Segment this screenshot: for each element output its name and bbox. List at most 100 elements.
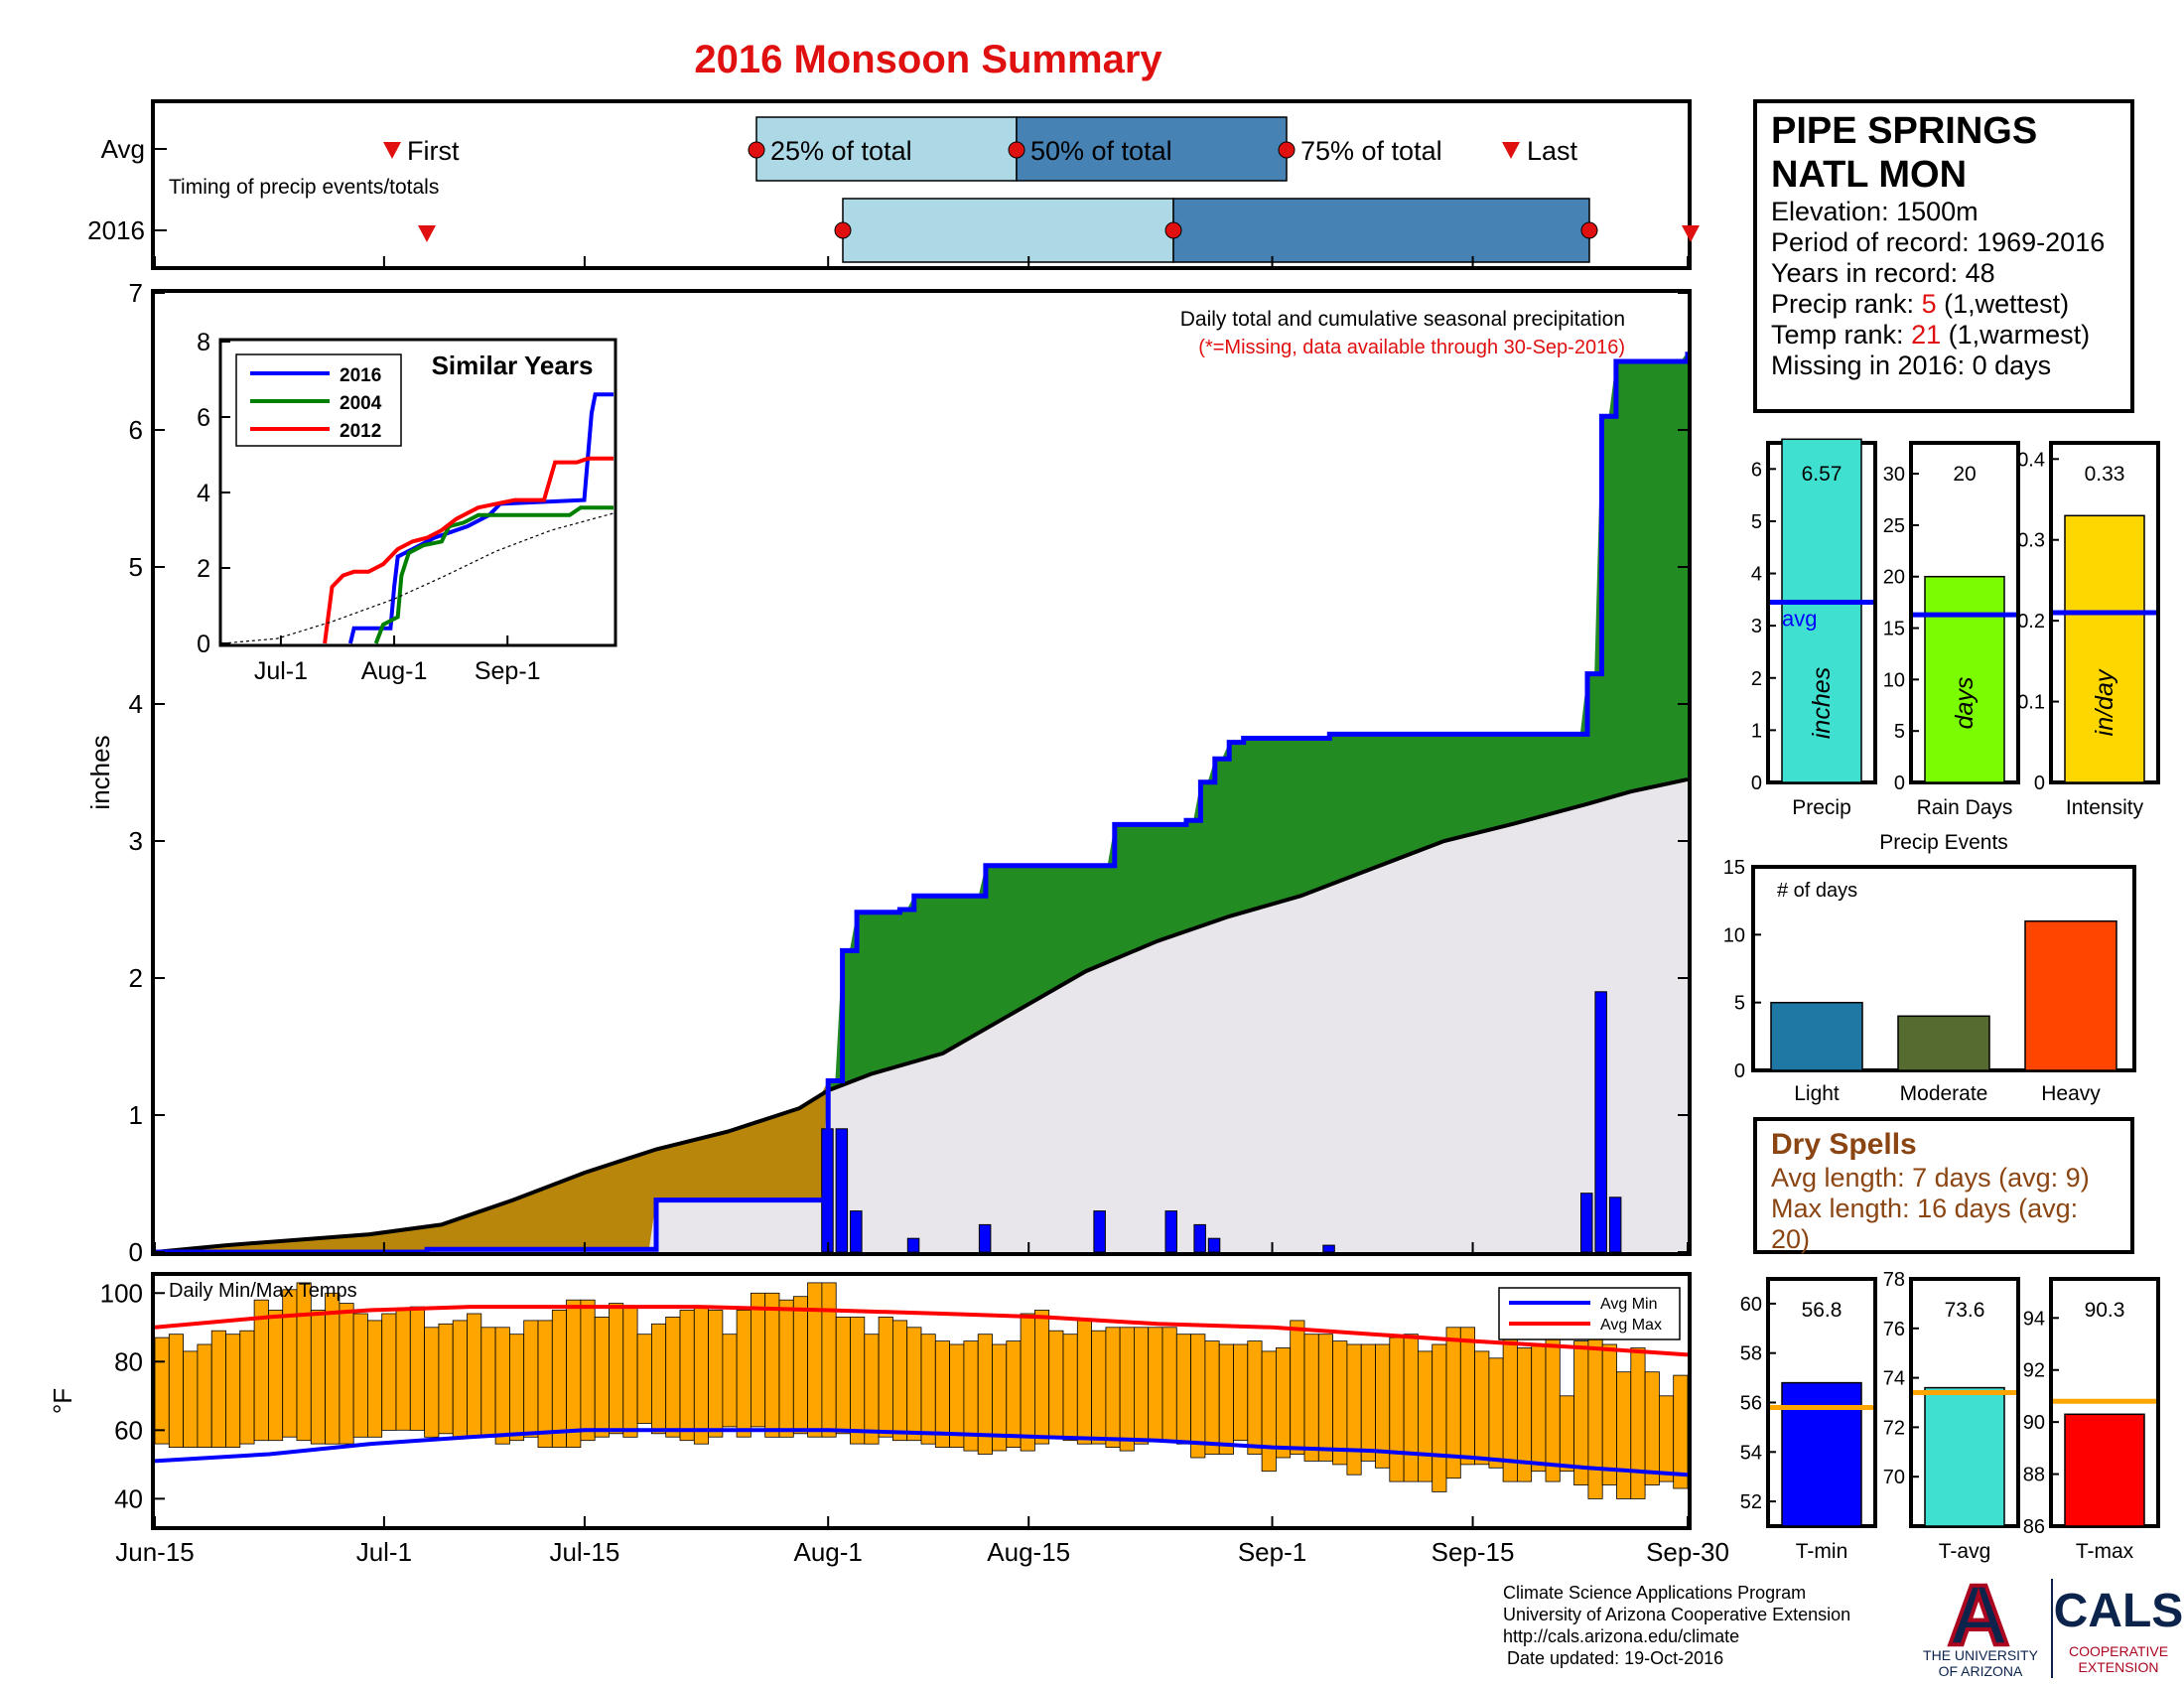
daily-temp-bar [197,1343,212,1448]
daily-temp-bar [225,1334,241,1448]
y2016-first-marker-icon [418,225,436,242]
daily-temp-bar [636,1334,652,1424]
panel-category-t-min: T-min [1796,1540,1848,1563]
daily-temp-bar [1218,1343,1234,1455]
daily-temp-bar [1317,1334,1334,1462]
avg-p25-dot [748,141,765,159]
xtick-label: Sep-30 [1646,1537,1729,1567]
daily-precip-bar [978,1223,992,1253]
avg-min-line [154,1428,1689,1477]
panel-ytick-label: 0 [2034,773,2045,794]
daily-temp-bar [267,1310,284,1442]
events-title: Precip Events [1879,831,2008,854]
y2016-50-75-box [1172,198,1590,263]
daily-precip-bar [1193,1223,1206,1253]
daily-temp-bar [409,1306,425,1431]
daily-temp-bar [1346,1343,1362,1476]
daily-temp-bar [551,1310,567,1449]
inset-ytick-label: 6 [197,404,210,432]
daily-temp-bar [1545,1334,1561,1482]
events-ylabel: # of days [1777,880,1857,902]
y2016-25-50-box [842,198,1174,263]
avg-last-marker-icon [1502,142,1520,159]
label-p25: 25% of total [770,136,912,166]
main-ytick-label: 6 [129,415,143,445]
inset-ytick-label: 8 [197,329,210,356]
daily-temp-bar [1105,1327,1121,1449]
panel-category-t-avg: T-avg [1939,1540,1991,1563]
daily-temp-bar [1531,1343,1547,1473]
main-ytick-label: 7 [129,278,143,308]
daily-temp-bar [1488,1357,1504,1469]
daily-temp-bar [1616,1371,1632,1499]
panel-ytick-label: 6 [1751,459,1762,481]
panel-ytick-label: 88 [2023,1465,2045,1486]
daily-temp-bar [467,1313,482,1438]
daily-temp-bar [1020,1313,1035,1452]
inset-line-2012 [323,456,614,644]
daily-temp-bar [679,1310,695,1442]
legend-2016: 2016 [340,365,381,386]
panel-category-precip: Precip [1792,796,1851,819]
daily-precip-bar [835,1128,849,1253]
events-label-light: Light [1794,1082,1840,1105]
daily-precip-bar [906,1237,920,1253]
panel-ytick-label: 5 [1894,721,1905,743]
daily-temp-bar [722,1334,738,1428]
daily-temp-bar [154,1336,170,1445]
ua-text-1: THE UNIVERSITY [1923,1647,2039,1663]
main-ytick-label: 3 [129,826,143,856]
dry-spells-title: Dry Spells [1771,1128,1917,1161]
events-bar-moderate [1897,1015,1990,1071]
ua-mark-icon: A [1948,1568,2009,1663]
daily-temp-bar [622,1306,638,1438]
y2016-last-marker-icon [1682,225,1700,242]
daily-temp-bar [1076,1320,1093,1445]
events-ytick-label: 0 [1734,1060,1745,1082]
label-first: First [407,136,460,166]
daily-temp-bar [381,1313,397,1431]
panel-ytick-label: 25 [1883,515,1905,537]
panel-ytick-label: 0.1 [2017,692,2045,714]
panel-ytick-label: 2 [1751,668,1762,690]
daily-temp-bar [1389,1336,1405,1482]
inset-line-average [221,512,614,644]
main-ytick-label: 4 [129,689,143,719]
daily-temp-bar [1601,1343,1617,1485]
temp-ytick-label: 40 [114,1483,143,1513]
xtick-label: Sep-1 [1238,1537,1306,1567]
panel-value-rain-days: 20 [1953,463,1976,486]
elevation: Elevation: 1500m [1771,197,1979,226]
panel-ytick-label: 70 [1883,1467,1905,1488]
panel-ytick-label: 30 [1883,464,1905,486]
daily-temp-bar [566,1299,582,1448]
daily-temp-bar [1459,1327,1476,1466]
panel-ytick-label: 90 [2023,1412,2045,1434]
daily-temp-bar [764,1292,780,1438]
dry-max-length: Max length: 16 days (avg: 20) [1771,1194,2079,1254]
panel-ytick-label: 86 [2023,1516,2045,1538]
daily-precip-bar [1594,991,1607,1253]
daily-temp-bar [352,1313,368,1438]
legend-2004: 2004 [340,393,382,414]
daily-temp-bar [1559,1395,1575,1473]
daily-temp-bar [1062,1334,1078,1442]
daily-precip-bar [1608,1196,1622,1253]
daily-temp-bar [949,1343,965,1448]
daily-temp-bar [835,1317,851,1435]
timing-panel: Avg 2016 Timing of precip events/totals … [87,99,1700,270]
panel-ytick-label: 74 [1883,1368,1905,1390]
dry-avg-length: Avg length: 7 days (avg: 9) [1771,1163,2090,1193]
events-bar-heavy [2024,919,2117,1071]
daily-temp-bar [1190,1334,1206,1459]
inset-xtick-label: Sep-1 [475,657,541,685]
cals-sub-1: COOPERATIVE [2069,1643,2168,1659]
above-normal-area [155,352,1688,1252]
years-in-record: Years in record: 48 [1771,258,1995,288]
daily-temp-bar [920,1334,936,1445]
panel-ytick-label: 76 [1883,1319,1905,1340]
normal-precip-area [155,778,1688,1252]
daily-precip-bar [1322,1244,1335,1253]
panel-ytick-label: 78 [1883,1269,1905,1291]
